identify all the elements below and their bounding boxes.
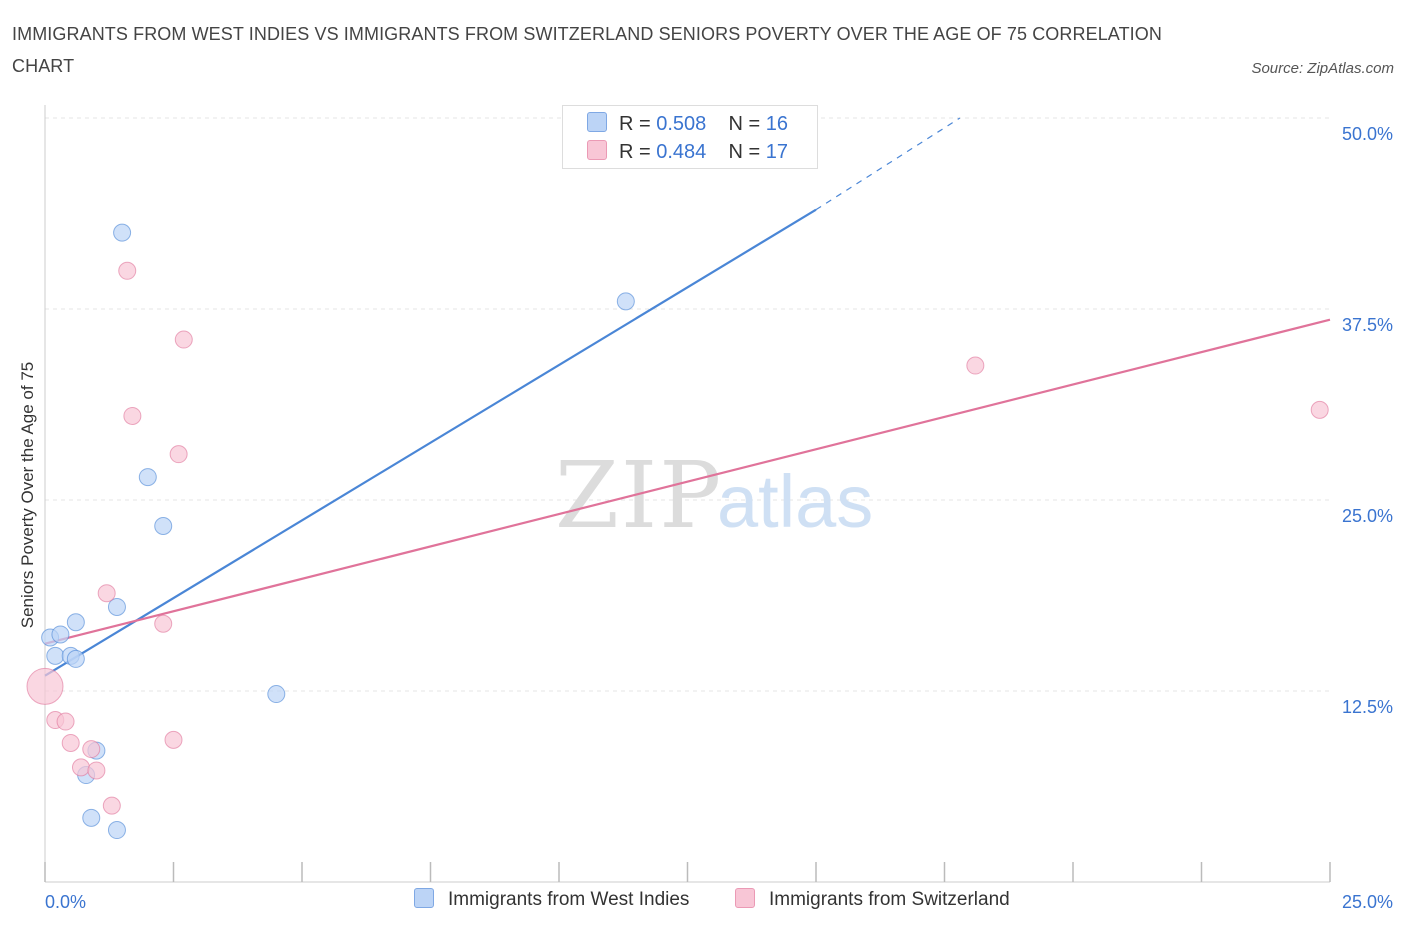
data-point bbox=[46, 646, 65, 665]
data-point bbox=[154, 516, 173, 535]
data-point bbox=[61, 733, 80, 752]
axes bbox=[44, 105, 1331, 883]
chart-title: IMMIGRANTS FROM WEST INDIES VS IMMIGRANT… bbox=[12, 24, 1162, 76]
stats-legend-row-west-indies: R = 0.508 N = 16 bbox=[587, 112, 788, 138]
data-point bbox=[66, 613, 85, 632]
trend-line-extension bbox=[815, 117, 961, 211]
data-point bbox=[113, 223, 132, 242]
data-point bbox=[123, 406, 142, 425]
data-points bbox=[26, 223, 1329, 840]
data-point bbox=[97, 584, 116, 603]
data-point bbox=[26, 667, 64, 705]
data-point bbox=[82, 740, 101, 759]
trend-line bbox=[44, 318, 1331, 645]
data-point bbox=[107, 821, 126, 840]
chart-source: Source: ZipAtlas.com bbox=[1251, 60, 1394, 77]
data-point bbox=[267, 685, 286, 704]
n-value-west-indies: 16 bbox=[765, 113, 789, 135]
trend-line bbox=[44, 208, 817, 677]
x-tick-label: 0.0% bbox=[45, 892, 86, 912]
data-point bbox=[1310, 400, 1329, 419]
y-tick-label: 25.0% bbox=[1342, 506, 1393, 526]
grid-lines bbox=[45, 117, 1330, 692]
data-point bbox=[169, 445, 188, 464]
y-tick-label: 12.5% bbox=[1342, 697, 1393, 717]
stats-legend-row-switzerland: R = 0.484 N = 17 bbox=[587, 140, 788, 166]
legend-label-switzerland: Immigrants from Switzerland bbox=[769, 889, 1010, 910]
data-point bbox=[71, 758, 90, 777]
data-point bbox=[616, 292, 635, 311]
legend-swatch-switzerland bbox=[735, 888, 755, 908]
data-point bbox=[164, 730, 183, 749]
watermark: ZIP atlas bbox=[555, 442, 873, 549]
watermark-zip: ZIP bbox=[555, 442, 723, 549]
swatch-switzerland bbox=[587, 140, 607, 160]
n-value-switzerland: 17 bbox=[765, 141, 789, 163]
legend-item-west-indies[interactable]: Immigrants from West Indies bbox=[414, 888, 689, 916]
r-value-west-indies: 0.508 bbox=[656, 113, 707, 135]
y-tick-label: 50.0% bbox=[1342, 124, 1393, 144]
r-value-switzerland: 0.484 bbox=[656, 141, 707, 163]
data-point bbox=[51, 625, 70, 644]
data-point bbox=[138, 468, 157, 487]
data-point bbox=[87, 761, 106, 780]
data-point bbox=[102, 796, 121, 815]
data-point bbox=[66, 649, 85, 668]
data-point bbox=[154, 614, 173, 633]
legend-swatch-west-indies bbox=[414, 888, 434, 908]
legend-item-switzerland[interactable]: Immigrants from Switzerland bbox=[735, 888, 1010, 916]
trend-lines bbox=[44, 117, 1331, 677]
data-point bbox=[107, 597, 126, 616]
data-point bbox=[966, 356, 985, 375]
legend-label-west-indies: Immigrants from West Indies bbox=[448, 889, 690, 910]
watermark-atlas: atlas bbox=[717, 460, 873, 543]
data-point bbox=[118, 261, 137, 280]
x-tick-label: 25.0% bbox=[1342, 892, 1393, 912]
y-tick-label: 37.5% bbox=[1342, 315, 1393, 335]
data-point bbox=[174, 330, 193, 349]
stats-legend: R = 0.508 N = 16 R = 0.484 N = 17 bbox=[562, 105, 818, 169]
data-point bbox=[82, 808, 101, 827]
swatch-west-indies bbox=[587, 112, 607, 132]
tick-labels: 12.5% 25.0% 37.5% 50.0% 0.0% 25.0% bbox=[45, 124, 1393, 912]
data-point bbox=[56, 712, 75, 731]
